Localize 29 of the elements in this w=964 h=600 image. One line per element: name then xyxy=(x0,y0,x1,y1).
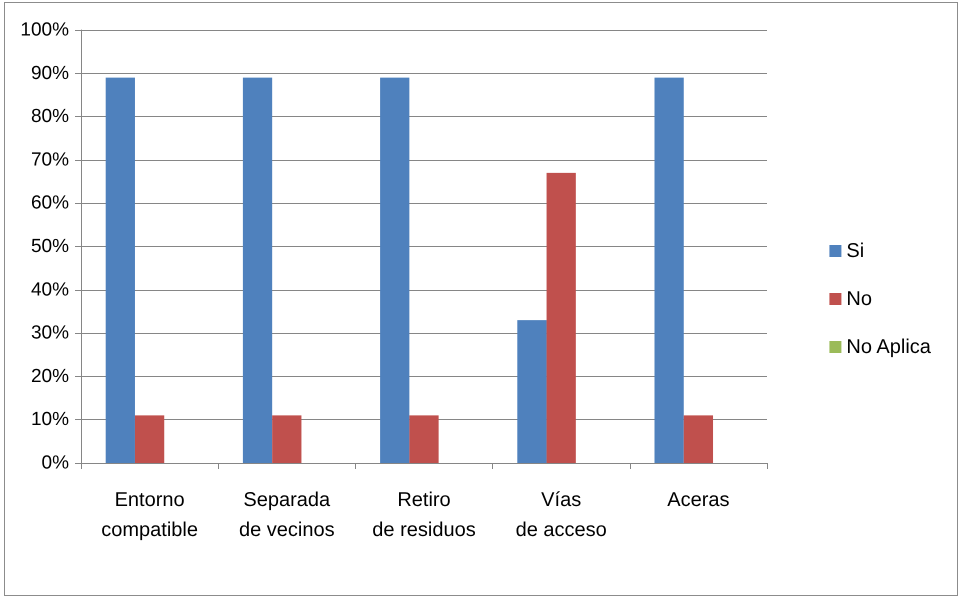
bar xyxy=(409,415,439,463)
x-tick-label: Aceras xyxy=(667,489,730,511)
bar xyxy=(272,415,302,463)
bar xyxy=(517,320,547,463)
x-tick-label: Separada de vecinos xyxy=(238,489,335,541)
y-tick-label: 100% xyxy=(20,20,70,40)
y-tick-label: 70% xyxy=(30,149,70,170)
y-tick-label: 60% xyxy=(30,192,70,214)
legend-label: No Aplica xyxy=(846,336,932,358)
y-tick-label: 0% xyxy=(42,452,70,474)
y-tick-label: 50% xyxy=(30,236,70,257)
x-tick-label: Vías de acceso xyxy=(516,489,607,541)
x-tick-label: Entorno compatible xyxy=(101,489,198,541)
bar xyxy=(546,172,576,463)
legend-label: Si xyxy=(846,240,864,262)
bar xyxy=(684,415,714,463)
legend-label: No xyxy=(846,288,872,310)
y-tick-label: 20% xyxy=(30,366,70,387)
bar xyxy=(242,78,272,463)
x-tick-label: Retiro de residuos xyxy=(372,489,476,541)
bar xyxy=(654,78,684,463)
y-tick-label: 80% xyxy=(30,106,70,128)
bar xyxy=(380,78,410,463)
bar xyxy=(106,78,135,463)
y-tick-label: 40% xyxy=(30,279,70,300)
y-tick-label: 30% xyxy=(30,322,70,344)
bar xyxy=(134,415,164,463)
y-tick-label: 90% xyxy=(30,62,70,84)
y-tick-label: 10% xyxy=(30,409,70,430)
